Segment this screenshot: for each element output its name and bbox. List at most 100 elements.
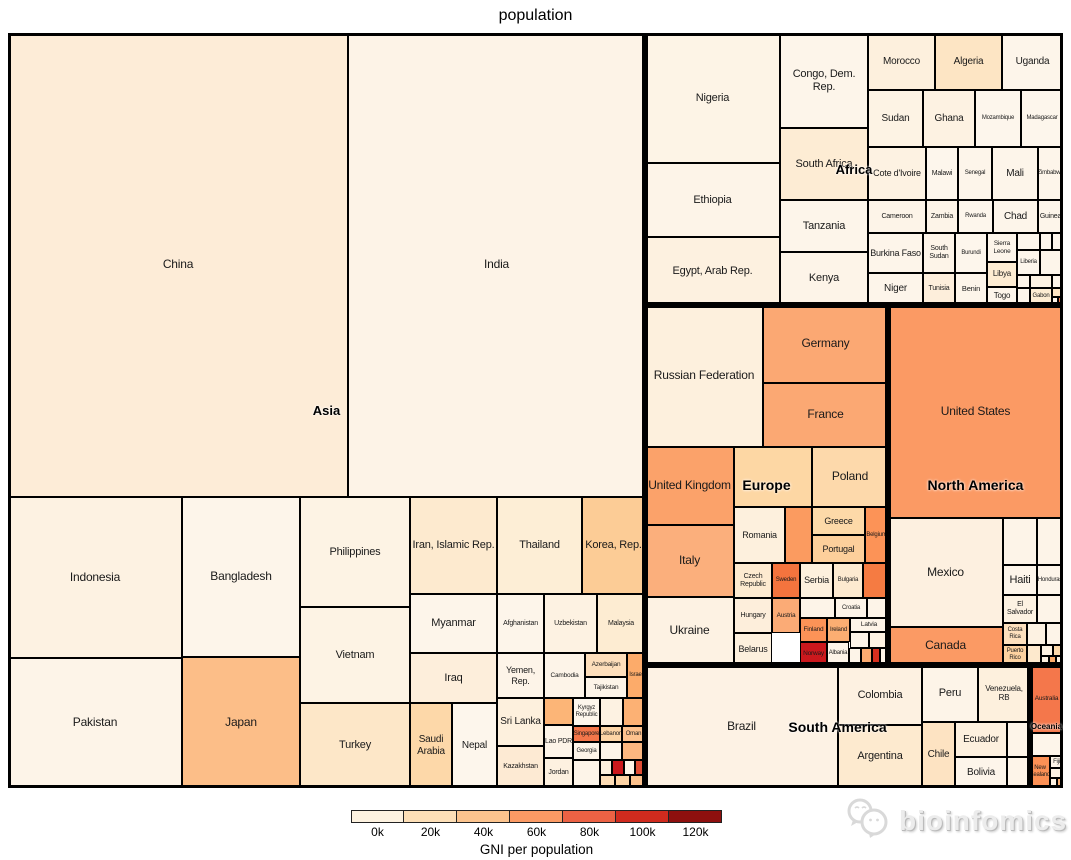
legend-swatch-20k [404, 810, 457, 823]
cell-liberia: Liberia [1017, 250, 1040, 275]
cell-unlabeled [1007, 722, 1030, 757]
cell-niger: Niger [868, 273, 923, 305]
legend-tick-labels: 0k 20k 40k 60k 80k 100k 120k [351, 823, 722, 839]
cell-fiji: Fiji [1050, 756, 1063, 768]
legend-tick-120k: 120k [682, 825, 709, 839]
legend-swatch-60k [510, 810, 563, 823]
cell-togo: Togo [987, 287, 1017, 305]
cell-mali: Mali [992, 147, 1038, 200]
cell-ghana: Ghana [923, 90, 975, 147]
cell-unlabeled [624, 760, 635, 775]
watermark: bioinfomics [845, 797, 1067, 844]
cell-rwanda: Rwanda [958, 200, 993, 233]
cell-peru: Peru [922, 665, 978, 722]
legend-swatch-120k [669, 810, 722, 823]
cell-ethiopia: Ethiopia [645, 163, 780, 237]
cell-mexico: Mexico [888, 518, 1003, 627]
cell-unlabeled [573, 760, 600, 788]
cell-lao-pdr: Lao PDR [544, 725, 573, 758]
cell-unlabeled [1017, 233, 1040, 250]
cell-bangladesh: Bangladesh [182, 497, 300, 657]
cell-egypt-arab-rep: Egypt, Arab Rep. [645, 237, 780, 305]
chat-bubbles-icon [845, 797, 891, 844]
cell-sudan: Sudan [868, 90, 923, 147]
cell-libya: Libya [987, 262, 1017, 287]
cell-colombia: Colombia [838, 665, 922, 725]
cell-costa-rica: Costa Rica [1003, 623, 1027, 645]
cell-morocco: Morocco [868, 33, 935, 90]
legend: 0k 20k 40k 60k 80k 100k 120k GNI per populatio… [351, 810, 722, 857]
cell-uganda: Uganda [1002, 33, 1063, 90]
cell-zambia: Zambia [926, 200, 958, 233]
cell-cambodia: Cambodia [544, 653, 585, 698]
cell-unlabeled [872, 648, 880, 665]
cell-united-states: United States [888, 305, 1063, 518]
legend-tick-80k: 80k [579, 825, 600, 839]
cell-philippines: Philippines [300, 497, 410, 607]
legend-tick-0k: 0k [371, 825, 384, 839]
cell-unlabeled [600, 698, 623, 726]
cell-united-kingdom: United Kingdom [645, 447, 734, 525]
cell-unlabeled [863, 563, 888, 598]
cell-algeria: Algeria [935, 33, 1002, 90]
cell-czech-republic: Czech Republic [734, 563, 772, 598]
cell-unlabeled [1056, 656, 1063, 665]
legend-swatch-100k [616, 810, 669, 823]
cell-burkina-faso: Burkina Faso [868, 233, 923, 273]
cell-portugal: Portugal [812, 535, 865, 563]
cell-indonesia: Indonesia [8, 497, 182, 658]
cell-unlabeled [1030, 733, 1063, 756]
cell-canada: Canada [888, 627, 1003, 665]
cell-unlabeled [869, 632, 888, 648]
cell-iraq: Iraq [410, 653, 497, 703]
cell-unlabeled [1058, 297, 1063, 305]
cell-lebanon: Lebanon [600, 726, 622, 742]
cell-saudi-arabia: Saudi Arabia [410, 703, 452, 788]
cell-unlabeled [1052, 275, 1063, 288]
cell-honduras: Honduras [1037, 565, 1063, 595]
cell-sweden: Sweden [772, 563, 800, 598]
cell-unlabeled [1050, 778, 1057, 788]
cell-unlabeled [1007, 757, 1030, 788]
legend-swatch-40k [457, 810, 510, 823]
cell-unlabeled [880, 648, 888, 665]
cell-argentina: Argentina [838, 725, 922, 788]
cell-israel: Israel [627, 653, 645, 698]
cell-yemen-rep: Yemen, Rep. [497, 653, 544, 698]
cell-albania: Albania [827, 642, 849, 665]
cell-burundi: Burundi [955, 233, 987, 273]
cell-unlabeled [1052, 233, 1063, 250]
cell-france: France [763, 383, 888, 447]
cell-india: India [348, 33, 645, 497]
cell-chad: Chad [993, 200, 1038, 233]
cell-unlabeled [1041, 656, 1049, 665]
cell-unlabeled [1017, 275, 1030, 288]
cell-austria: Austria [772, 598, 800, 633]
cell-greece: Greece [812, 507, 865, 535]
cell-haiti: Haiti [1003, 565, 1037, 595]
cell-italy: Italy [645, 525, 734, 597]
cell-unlabeled [1041, 645, 1053, 656]
cell-south-sudan: South Sudan [923, 233, 955, 273]
cell-unlabeled [600, 775, 615, 788]
cell-jordan: Jordan [544, 758, 573, 788]
cell-unlabeled [1017, 288, 1030, 305]
legend-swatch-80k [563, 810, 616, 823]
legend-tick-40k: 40k [473, 825, 494, 839]
cell-unlabeled [1053, 645, 1063, 656]
cell-bulgaria: Bulgaria [833, 563, 863, 598]
cell-senegal: Senegal [958, 147, 992, 200]
cell-unlabeled [1027, 623, 1046, 645]
legend-tick-100k: 100k [629, 825, 656, 839]
cell-sri-lanka: Sri Lanka [497, 698, 544, 746]
cell-poland: Poland [812, 447, 888, 507]
cell-romania: Romania [734, 507, 785, 563]
cell-unlabeled [850, 632, 869, 648]
cell-unlabeled [1040, 250, 1063, 275]
cell-gabon: Gabon [1030, 288, 1052, 305]
cell-zimbabwe: Zimbabwe [1038, 147, 1063, 200]
chart-title: population [498, 7, 573, 24]
legend-tick-20k: 20k [420, 825, 441, 839]
cell-unlabeled [861, 648, 872, 665]
cell-unlabeled [1046, 623, 1063, 645]
